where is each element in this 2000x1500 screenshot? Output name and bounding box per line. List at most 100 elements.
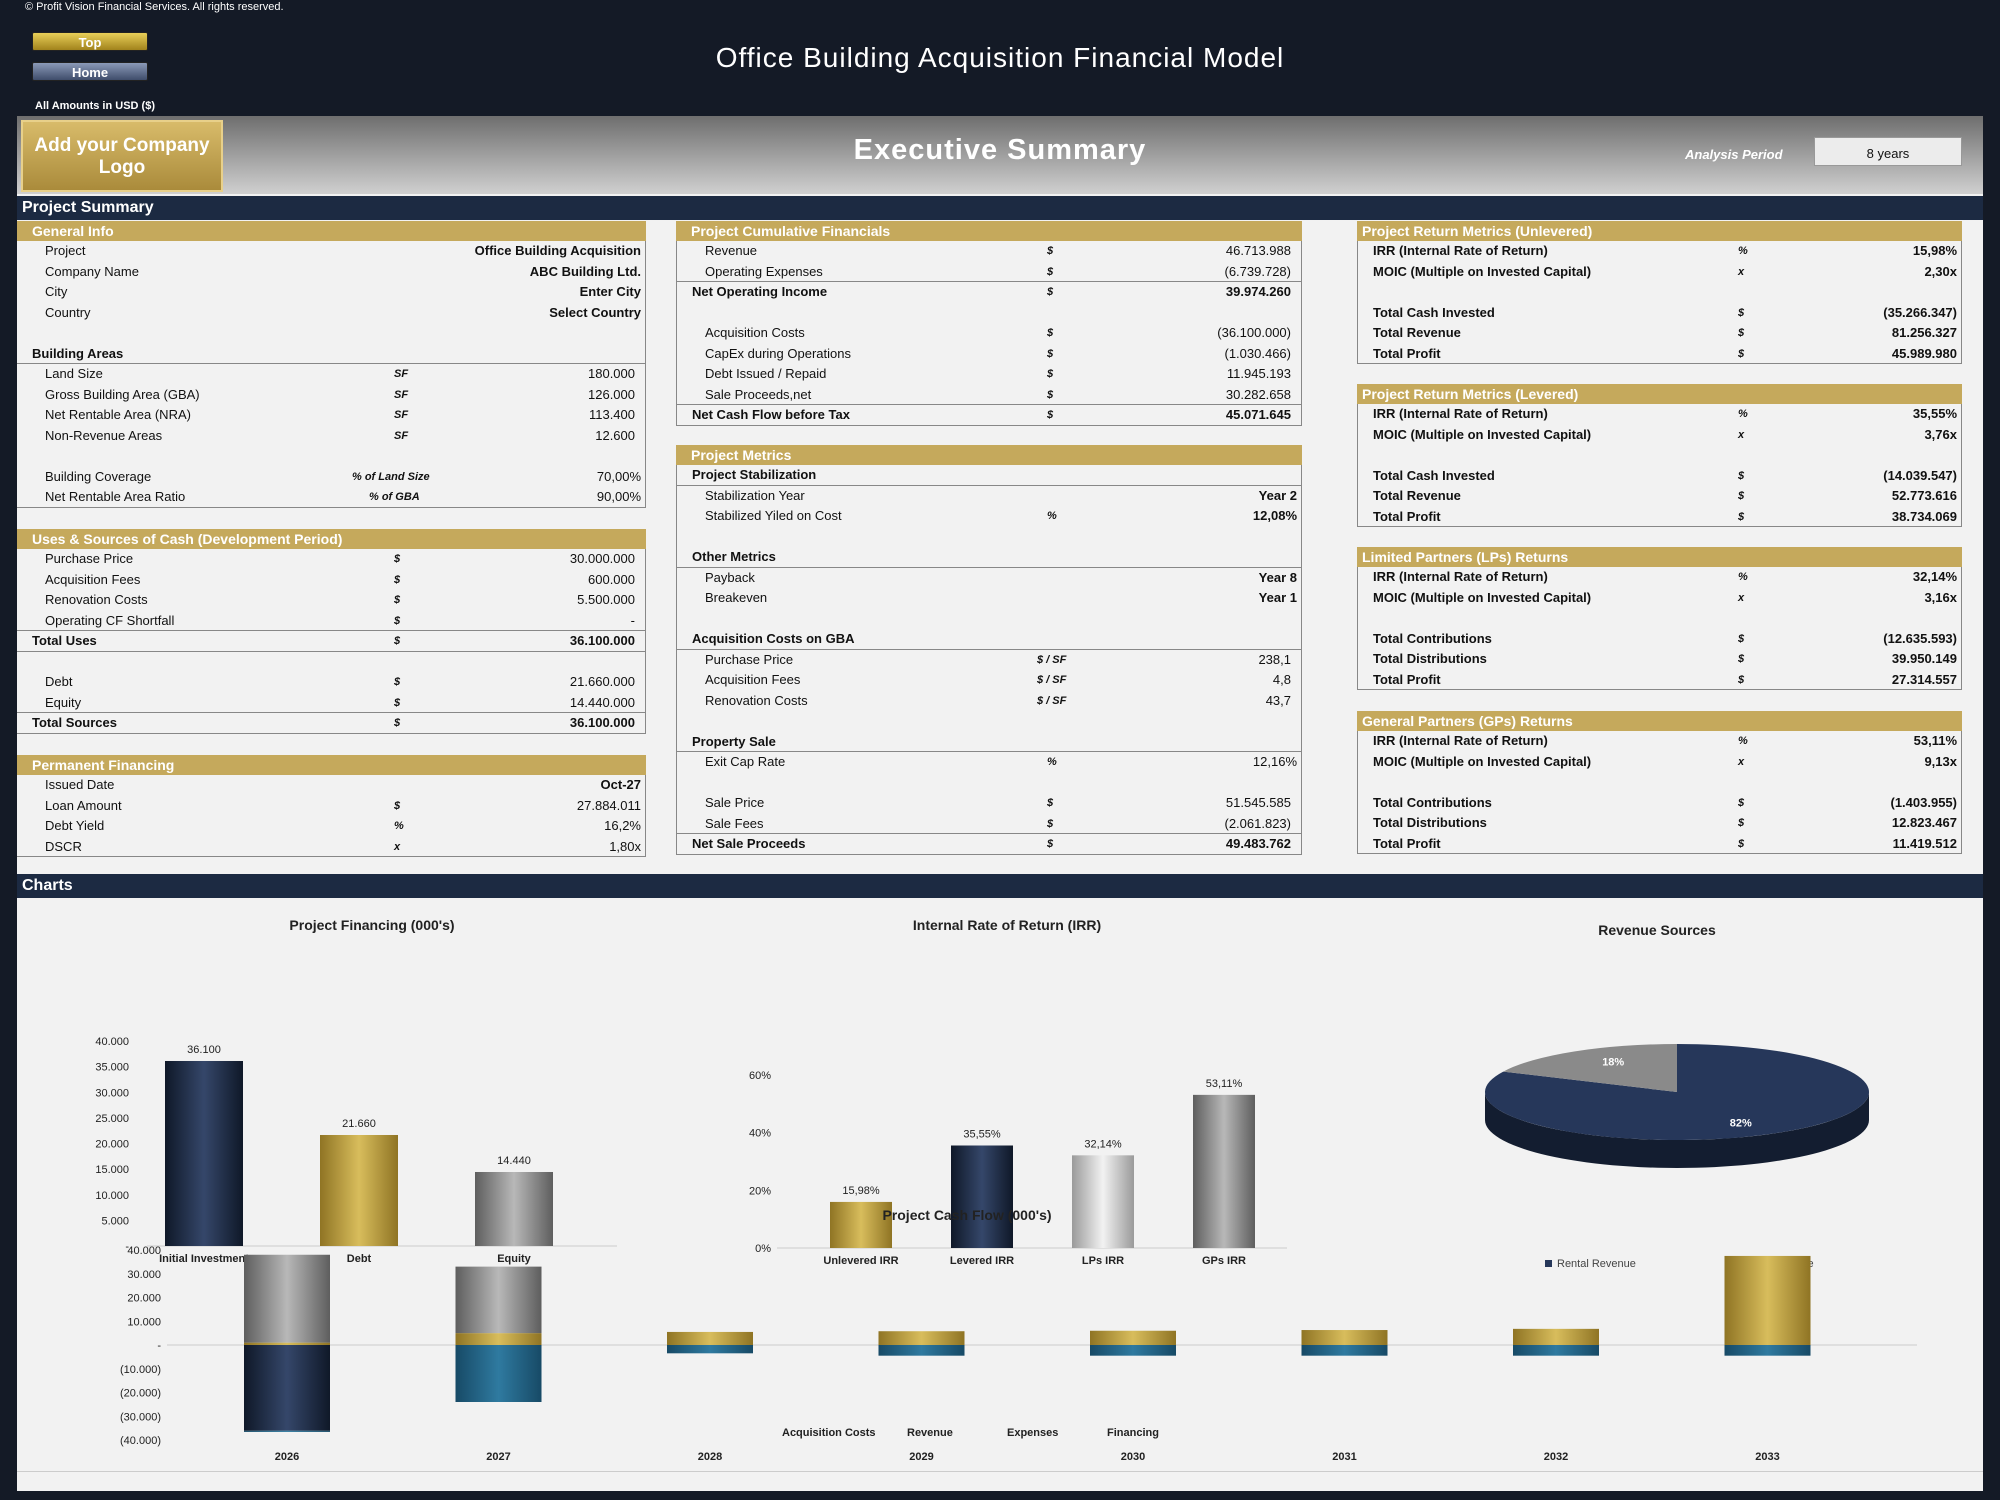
cashflow-segment	[455, 1266, 542, 1334]
cashflow-segment	[667, 1331, 753, 1345]
y-tick-label: 0%	[755, 1243, 771, 1255]
bottom-strip	[17, 1471, 1983, 1491]
bar-value-label: 15,98%	[842, 1185, 880, 1197]
y-tick-label: 30.000	[95, 1087, 129, 1099]
metric-row: Stabilized Yiled on Cost% 12,08%	[705, 508, 1297, 523]
cashflow-segment	[244, 1254, 330, 1343]
area-row: Net Rentable Area (NRA) SF 113.400	[45, 407, 635, 422]
top-button[interactable]: Top	[32, 32, 148, 51]
returns-header: General Partners (GPs) Returns	[1357, 711, 1962, 731]
lp-returns-panel: Limited Partners (LPs) Returns IRR (Inte…	[1357, 544, 1962, 690]
y-tick-label: 40%	[749, 1128, 771, 1140]
financing-row: Loan Amount $27.884.011	[45, 797, 641, 813]
moic-row: MOIC (Multiple on Invested Capital) x 9,13…	[1373, 753, 1957, 769]
financing-bar	[475, 1171, 553, 1246]
x-tick-label: Equity	[497, 1253, 531, 1265]
y-tick-label: (40.000)	[120, 1435, 161, 1447]
uses-row: Acquisition Fees $600.000	[45, 571, 635, 587]
general-info-panel: General Info Project Office Building Acqu…	[17, 218, 646, 508]
financing-row: DSCR x 1,80x	[17, 837, 645, 857]
x-tick-label: 2031	[1332, 1451, 1356, 1463]
uses-sources-panel: Uses & Sources of Cash (Development Peri…	[17, 526, 646, 734]
x-tick-label: Levered IRR	[950, 1255, 1014, 1267]
metric-row: Stabilization Year Year 2	[705, 487, 1297, 503]
analysis-period-field[interactable]: 8 years	[1814, 137, 1962, 166]
y-tick-label: (10.000)	[120, 1364, 161, 1376]
revenue-pie-chart: 82%18%Rental RevenueOther Revenue	[1485, 1044, 1869, 1270]
legend-label: Revenue	[907, 1427, 953, 1439]
irr-bar	[1193, 1094, 1255, 1248]
info-row: Country Select Country	[45, 304, 641, 320]
y-tick-label: -	[125, 1241, 129, 1253]
returns-row: Total Distributions $39.950.149	[1373, 651, 1957, 666]
irr-row: IRR (Internal Rate of Return)% 53,11%	[1373, 733, 1957, 748]
returns-row: Total Distributions $12.823.467	[1373, 815, 1957, 830]
area-row: Gross Building Area (GBA) SF 126.000	[45, 386, 635, 402]
x-tick-label: 2026	[275, 1451, 299, 1463]
cashflow-segment	[1090, 1345, 1176, 1356]
company-logo-placeholder[interactable]: Add your Company Logo	[21, 120, 223, 192]
copyright-text: © Profit Vision Financial Services. All …	[25, 1, 284, 13]
financing-bar	[165, 1060, 243, 1246]
project-metrics-header: Project Metrics	[676, 445, 1302, 465]
returns-row: Total Revenue $81.256.327	[1373, 325, 1957, 340]
ratio-row: Building Coverage% of Land Size 70,00%	[45, 468, 641, 484]
home-button[interactable]: Home	[32, 62, 148, 81]
noi-row: Net Operating Income $39.974.260	[692, 284, 1291, 299]
charts-bar: Charts	[17, 874, 1983, 898]
y-tick-label: 5.000	[101, 1215, 129, 1227]
returns-row: Total Revenue $52.773.616	[1373, 488, 1957, 503]
building-areas-header: Building Areas	[17, 344, 645, 364]
financing-row: Issued Date Oct-27	[45, 777, 641, 792]
cashflow-segment	[1724, 1345, 1811, 1356]
metric-row: Purchase Price $ / SF 238,1	[705, 651, 1291, 667]
area-row: Land Size SF 180.000	[45, 366, 635, 381]
x-tick-label: Debt	[347, 1253, 372, 1265]
pie-value-label: 82%	[1730, 1117, 1752, 1129]
irr-row: IRR (Internal Rate of Return)% 15,98%	[1373, 243, 1957, 258]
cumulative-row: Revenue $46.713.988	[705, 243, 1291, 258]
cumulative-financials-header: Project Cumulative Financials	[676, 221, 1302, 241]
cashflow-segment	[1724, 1255, 1811, 1345]
y-tick-label: 20.000	[127, 1293, 161, 1305]
irr-bar	[830, 1201, 892, 1248]
metric-row: Payback Year 8	[705, 569, 1297, 585]
moic-row: MOIC (Multiple on Invested Capital) x 3,16…	[1373, 589, 1957, 605]
irr-bar	[951, 1145, 1013, 1248]
bar-value-label: 32,14%	[1084, 1138, 1122, 1150]
summary-header-band: Add your Company Logo Executive Summary …	[17, 116, 1983, 194]
y-tick-label: 25.000	[95, 1113, 129, 1125]
returns-row: Total Profit $38.734.069	[1358, 507, 1961, 527]
bar-value-label: 53,11%	[1206, 1078, 1243, 1090]
cumulative-row: Sale Proceeds,net $30.282.658	[677, 385, 1301, 405]
cashflow-chart: 40.000 30.000 20.000 10.000 - (10.000) (20.000…	[120, 1245, 1917, 1463]
project-metrics-panel: Project Metrics Project Stabilization St…	[676, 442, 1302, 855]
metric-row: Acquisition Fees $ / SF 4,8	[705, 672, 1291, 687]
cashflow-segment	[455, 1345, 542, 1402]
returns-header: Limited Partners (LPs) Returns	[1357, 547, 1962, 567]
cashflow-segment	[1090, 1330, 1176, 1345]
cashflow-segment	[667, 1345, 753, 1354]
cashflow-segment	[244, 1430, 330, 1432]
legend-label: Acquisition Costs	[782, 1427, 876, 1439]
permanent-financing-panel: Permanent Financing Issued Date Oct-27 Lo…	[17, 752, 646, 857]
metric-row: Sale Fees $ (2.061.823)	[677, 814, 1301, 834]
x-tick-label: 2033	[1755, 1451, 1779, 1463]
y-tick-label: 20%	[749, 1185, 771, 1197]
y-tick-label: 40.000	[127, 1245, 161, 1257]
irr-chart: 60% 40% 20% 0% 15,98% Unlevered IRR 35,55% Leve…	[749, 1070, 1287, 1267]
cashflow-segment	[1301, 1330, 1388, 1345]
pie-value-label: 18%	[1602, 1057, 1624, 1069]
metric-row: Breakeven Year 1	[705, 590, 1297, 605]
returns-row: Total Profit $27.314.557	[1358, 670, 1961, 690]
legend-label: Financing	[1107, 1427, 1159, 1439]
general-info-header: General Info	[17, 221, 646, 241]
y-tick-label: 60%	[749, 1070, 771, 1082]
cashflow-segment	[244, 1342, 330, 1345]
dashboard-canvas: Add your Company Logo Executive Summary …	[17, 116, 1983, 1491]
other-metrics-header: Other Metrics	[677, 547, 1301, 568]
cashflow-segment	[455, 1333, 542, 1345]
sources-row: Equity $14.440.000	[17, 693, 645, 713]
uses-row: Purchase Price $30.000.000	[45, 551, 635, 566]
cashflow-segment	[1513, 1328, 1599, 1345]
